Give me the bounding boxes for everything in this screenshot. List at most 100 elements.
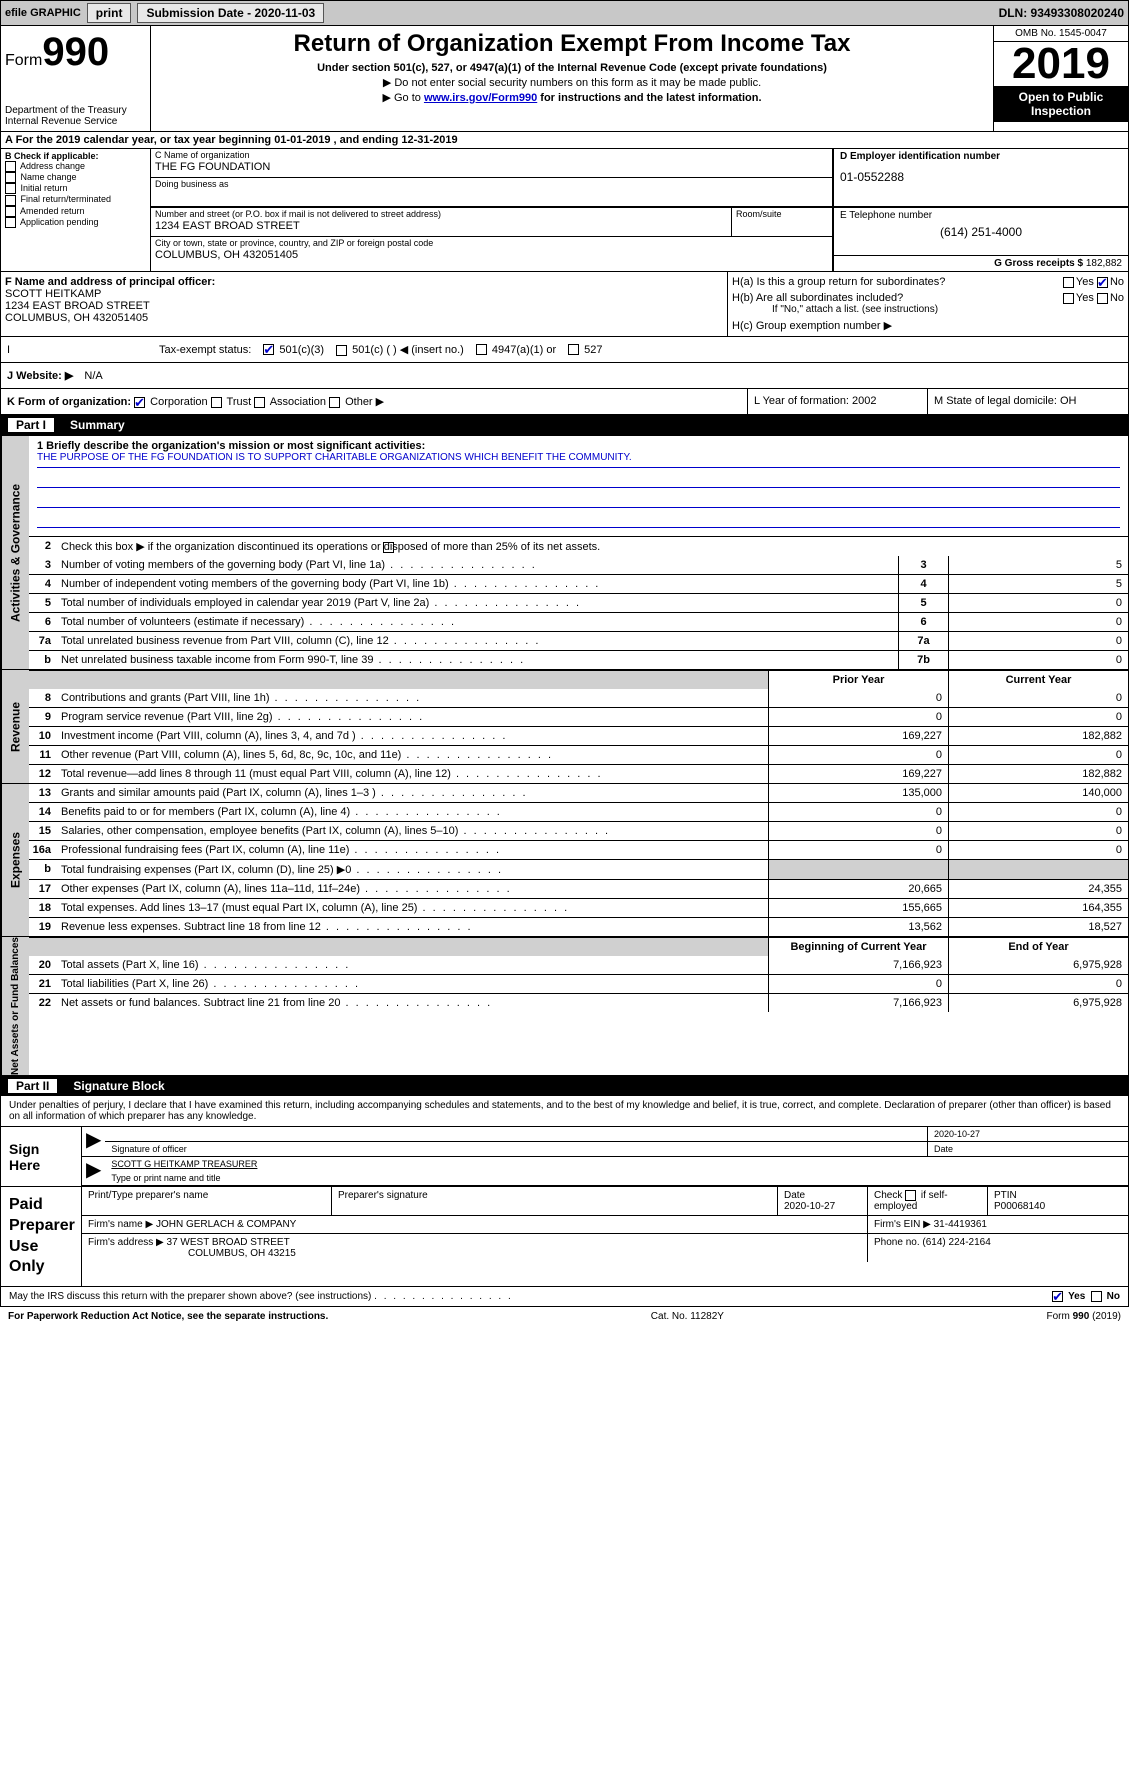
k-opt-checkbox[interactable] xyxy=(211,397,222,408)
mission-text: THE PURPOSE OF THE FG FOUNDATION IS TO S… xyxy=(37,452,1120,468)
current-value: 0 xyxy=(948,803,1128,821)
form-subtitle: Under section 501(c), 527, or 4947(a)(1)… xyxy=(155,62,989,74)
checkbox-name-change[interactable] xyxy=(5,172,16,183)
ha-no-checkbox[interactable] xyxy=(1097,277,1108,288)
part1-title: Summary xyxy=(70,418,125,432)
501c3-checkbox[interactable] xyxy=(263,344,274,355)
line-text: Other revenue (Part VIII, column (A), li… xyxy=(57,746,768,764)
checkbox-address-change[interactable] xyxy=(5,161,16,172)
line2-checkbox[interactable] xyxy=(383,542,394,553)
sig-date-value: 2020-10-27 xyxy=(928,1127,1128,1141)
line-text: Total unrelated business revenue from Pa… xyxy=(57,632,898,650)
signature-section: Under penalties of perjury, I declare th… xyxy=(0,1096,1129,1307)
line1-label: 1 Briefly describe the organization's mi… xyxy=(37,440,1120,452)
ha-yes-checkbox[interactable] xyxy=(1063,277,1074,288)
open-public-badge: Open to Public Inspection xyxy=(994,86,1128,122)
hb-yes-checkbox[interactable] xyxy=(1063,293,1074,304)
hb-note: If "No," attach a list. (see instruction… xyxy=(732,304,1124,315)
end-year-header: End of Year xyxy=(948,938,1128,956)
current-value: 182,882 xyxy=(948,765,1128,783)
self-employed-checkbox[interactable] xyxy=(905,1190,916,1201)
discuss-no-checkbox[interactable] xyxy=(1091,1291,1102,1302)
phone-value: (614) 251-4000 xyxy=(840,225,1122,239)
line-text: Benefits paid to or for members (Part IX… xyxy=(57,803,768,821)
declaration-text: Under penalties of perjury, I declare th… xyxy=(1,1096,1128,1126)
firm-ein-label: Firm's EIN ▶ xyxy=(874,1219,931,1230)
k-opt-checkbox[interactable] xyxy=(254,397,265,408)
street-label: Number and street (or P.O. box if mail i… xyxy=(151,208,731,220)
expenses-section: Expenses 13Grants and similar amounts pa… xyxy=(0,784,1129,937)
type-name-label: Type or print name and title xyxy=(105,1171,1128,1185)
arrow-icon: ▶ xyxy=(82,1157,105,1185)
hb-no-checkbox[interactable] xyxy=(1097,293,1108,304)
discuss-yes-checkbox[interactable] xyxy=(1052,1291,1063,1302)
form-word: Form xyxy=(5,52,42,69)
gov-vlabel: Activities & Governance xyxy=(1,436,29,669)
section-fh: F Name and address of principal officer:… xyxy=(0,272,1129,337)
part2-label: Part II xyxy=(8,1079,57,1093)
gross-label: G Gross receipts $ xyxy=(994,258,1083,269)
line-box: 6 xyxy=(898,613,948,631)
current-value: 18,527 xyxy=(948,918,1128,936)
officer-printed-name: SCOTT G HEITKAMP TREASURER xyxy=(105,1157,1128,1171)
checkbox-amended-return[interactable] xyxy=(5,206,16,217)
line-text: Number of independent voting members of … xyxy=(57,575,898,593)
line-box: 7b xyxy=(898,651,948,669)
tax-status-row: I Tax-exempt status: 501(c)(3) 501(c) ( … xyxy=(0,337,1129,363)
website-value: N/A xyxy=(84,370,102,382)
line-text: Total liabilities (Part X, line 26) xyxy=(57,975,768,993)
prior-value: 0 xyxy=(768,746,948,764)
prior-value: 20,665 xyxy=(768,880,948,898)
line-text: Grants and similar amounts paid (Part IX… xyxy=(57,784,768,802)
form-title: Return of Organization Exempt From Incom… xyxy=(155,30,989,58)
line-text: Number of voting members of the governin… xyxy=(57,556,898,574)
submission-date-button[interactable]: Submission Date - 2020-11-03 xyxy=(137,3,324,23)
line-text: Professional fundraising fees (Part IX, … xyxy=(57,841,768,859)
prep-phone-value: (614) 224-2164 xyxy=(922,1237,990,1248)
current-value: 182,882 xyxy=(948,727,1128,745)
form-header: Form990 Department of the Treasury Inter… xyxy=(0,26,1129,132)
line-text: Contributions and grants (Part VIII, lin… xyxy=(57,689,768,707)
row-a-period: A For the 2019 calendar year, or tax yea… xyxy=(0,132,1129,149)
checkbox-application-pending[interactable] xyxy=(5,217,16,228)
current-value: 0 xyxy=(948,689,1128,707)
prep-date-value: 2020-10-27 xyxy=(784,1201,861,1212)
line-text: Salaries, other compensation, employee b… xyxy=(57,822,768,840)
501c-checkbox[interactable] xyxy=(336,345,347,356)
line-text: Other expenses (Part IX, column (A), lin… xyxy=(57,880,768,898)
irs-link[interactable]: www.irs.gov/Form990 xyxy=(424,92,537,104)
print-button[interactable]: print xyxy=(87,3,132,23)
line2-text: Check this box ▶ if the organization dis… xyxy=(57,537,1128,556)
checkbox-initial-return[interactable] xyxy=(5,183,16,194)
line-box: 3 xyxy=(898,556,948,574)
room-label: Room/suite xyxy=(732,208,832,220)
l-year: L Year of formation: 2002 xyxy=(748,389,928,414)
part2-title: Signature Block xyxy=(73,1079,164,1093)
officer-addr1: 1234 EAST BROAD STREET xyxy=(5,300,723,312)
k-opt-checkbox[interactable] xyxy=(329,397,340,408)
prior-value: 0 xyxy=(768,841,948,859)
paperwork-notice: For Paperwork Reduction Act Notice, see … xyxy=(8,1311,328,1322)
527-checkbox[interactable] xyxy=(568,344,579,355)
line-box: 4 xyxy=(898,575,948,593)
instruction-2: ▶ Go to www.irs.gov/Form990 for instruct… xyxy=(155,91,989,104)
k-opt-checkbox[interactable] xyxy=(134,397,145,408)
4947-checkbox[interactable] xyxy=(476,344,487,355)
current-year-header: Current Year xyxy=(948,671,1128,689)
checkbox-final-return-terminated[interactable] xyxy=(5,195,16,206)
ein-value: 01-0552288 xyxy=(840,170,1122,184)
firm-ein-value: 31-4419361 xyxy=(934,1219,987,1230)
tax-status-label: Tax-exempt status: xyxy=(159,344,251,356)
prep-name-label: Print/Type preparer's name xyxy=(82,1187,332,1215)
sign-here-label: Sign Here xyxy=(1,1127,81,1186)
dept-label: Department of the Treasury Internal Reve… xyxy=(5,105,146,127)
officer-name: SCOTT HEITKAMP xyxy=(5,288,723,300)
part1-body: Activities & Governance 1 Briefly descri… xyxy=(0,435,1129,670)
netassets-section: Net Assets or Fund Balances Beginning of… xyxy=(0,937,1129,1076)
prep-date-label: Date xyxy=(784,1190,861,1201)
exp-vlabel: Expenses xyxy=(1,784,29,936)
hc-label: H(c) Group exemption number ▶ xyxy=(732,319,1124,332)
website-label: J Website: ▶ xyxy=(7,370,73,382)
line-text: Total number of volunteers (estimate if … xyxy=(57,613,898,631)
current-value: 0 xyxy=(948,746,1128,764)
